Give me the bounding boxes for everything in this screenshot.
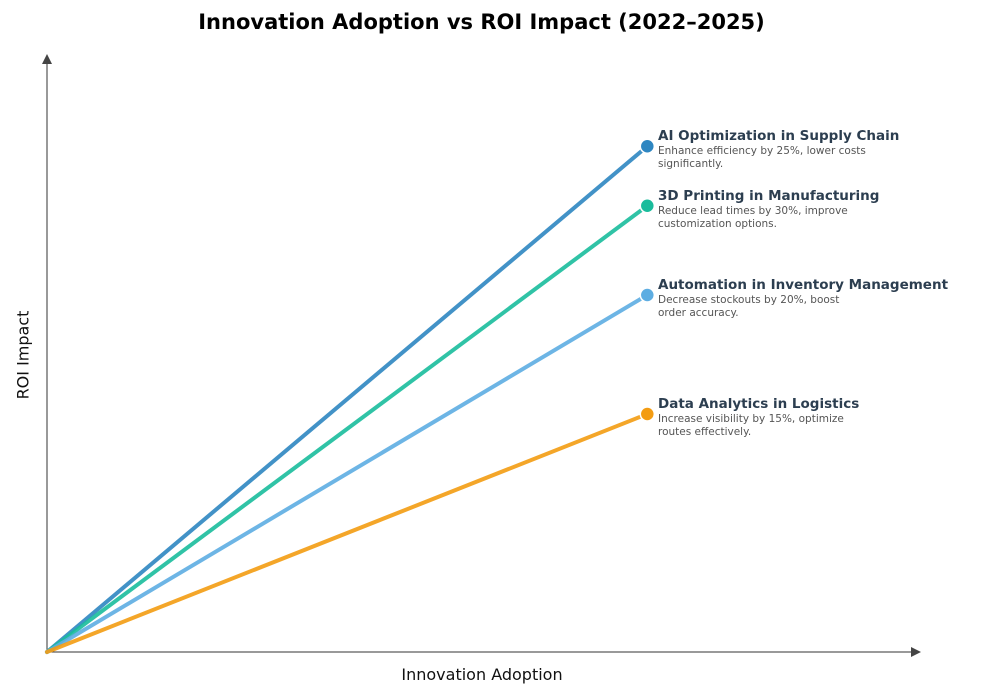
series-annotation: AI Optimization in Supply Chain Enhance e…	[658, 128, 899, 171]
series-annotation: Automation in Inventory Management Decrea…	[658, 277, 948, 320]
series-line	[45, 144, 650, 654]
series-endpoint-marker	[639, 406, 656, 422]
series-endpoint-marker	[639, 287, 656, 303]
series-line	[45, 203, 650, 654]
series-endpoint-marker	[639, 138, 656, 154]
y-axis-arrow	[42, 54, 52, 64]
series-description: Increase visibility by 15%, optimize rou…	[658, 413, 844, 438]
series-endpoint-marker	[639, 198, 656, 214]
series-line	[45, 293, 650, 654]
series-line	[45, 412, 650, 654]
x-axis-arrow	[911, 647, 921, 657]
x-axis-label: Innovation Adoption	[401, 665, 563, 684]
series-name: 3D Printing in Manufacturing	[658, 187, 880, 204]
series-name: AI Optimization in Supply Chain	[658, 128, 900, 145]
chart-title: Innovation Adoption vs ROI Impact (2022–…	[198, 10, 765, 34]
series-name: Automation in Inventory Management	[658, 277, 949, 293]
series-description: Enhance efficiency by 25%, lower costs s…	[658, 145, 866, 171]
series-description: Decrease stockouts by 20%, boost order a…	[658, 294, 840, 319]
series-name: Data Analytics in Logistics	[658, 396, 860, 412]
series-description: Reduce lead times by 30%, improve custom…	[658, 204, 848, 230]
series-annotation: Data Analytics in Logistics Increase visi…	[658, 396, 868, 439]
y-axis-label: ROI Impact	[13, 310, 33, 400]
series-annotation: 3D Printing in Manufacturing Reduce lead …	[658, 188, 879, 231]
